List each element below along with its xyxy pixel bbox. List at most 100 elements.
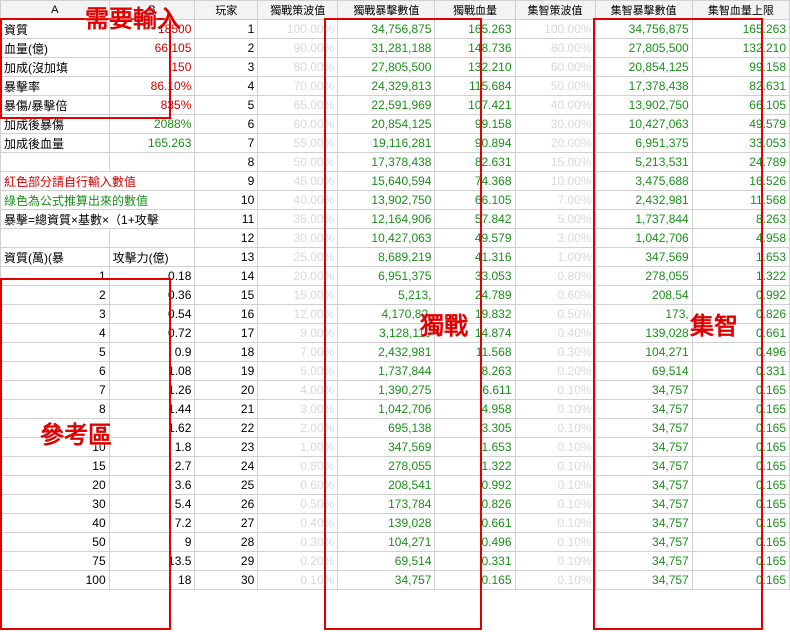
group-ratio[interactable]: 60.00% — [515, 58, 595, 77]
group-ratio[interactable]: 0.10% — [515, 400, 595, 419]
solo-ratio[interactable]: 5.00% — [258, 362, 338, 381]
ref-b[interactable]: 1.08 — [109, 362, 195, 381]
group-crit[interactable]: 34,757 — [595, 552, 692, 571]
group-ratio[interactable]: 30.00% — [515, 115, 595, 134]
player-number[interactable]: 19 — [195, 362, 258, 381]
solo-hp[interactable]: 14.874 — [435, 324, 515, 343]
solo-hp[interactable]: 99.158 — [435, 115, 515, 134]
solo-ratio[interactable]: 15.00% — [258, 286, 338, 305]
group-crit[interactable]: 34,757 — [595, 419, 692, 438]
solo-ratio[interactable]: 60.00% — [258, 115, 338, 134]
derived-label[interactable]: 加成後血量 — [1, 134, 110, 153]
solo-crit[interactable]: 69,514 — [338, 552, 435, 571]
derived-label[interactable]: 加成後暴傷 — [1, 115, 110, 134]
solo-ratio[interactable]: 90.00% — [258, 39, 338, 58]
player-number[interactable]: 13 — [195, 248, 258, 267]
ref-header[interactable]: 攻擊力(億) — [109, 248, 195, 267]
ref-b[interactable]: 0.72 — [109, 324, 195, 343]
player-number[interactable]: 9 — [195, 172, 258, 191]
blank[interactable] — [109, 153, 195, 172]
input-value[interactable]: 66.105 — [109, 39, 195, 58]
group-crit[interactable]: 34,757 — [595, 514, 692, 533]
solo-crit[interactable]: 278,055 — [338, 457, 435, 476]
ref-b[interactable]: 3.6 — [109, 476, 195, 495]
group-hp[interactable]: 0.331 — [692, 362, 789, 381]
group-ratio[interactable]: 0.10% — [515, 514, 595, 533]
player-number[interactable]: 16 — [195, 305, 258, 324]
col-header-b[interactable]: B — [109, 1, 195, 20]
solo-hp[interactable]: 82.631 — [435, 153, 515, 172]
group-ratio[interactable]: 0.10% — [515, 476, 595, 495]
solo-hp[interactable]: 74.368 — [435, 172, 515, 191]
solo-hp[interactable]: 0.826 — [435, 495, 515, 514]
player-number[interactable]: 28 — [195, 533, 258, 552]
input-label[interactable]: 資質 — [1, 20, 110, 39]
ref-a[interactable]: 2 — [1, 286, 110, 305]
input-label[interactable]: 血量(億) — [1, 39, 110, 58]
col-header-c[interactable]: 玩家 — [195, 1, 258, 20]
player-number[interactable]: 18 — [195, 343, 258, 362]
ref-b[interactable]: 0.18 — [109, 267, 195, 286]
group-ratio[interactable]: 0.30% — [515, 343, 595, 362]
group-crit[interactable]: 20,854,125 — [595, 58, 692, 77]
solo-ratio[interactable]: 2.00% — [258, 419, 338, 438]
input-label[interactable]: 加成(沒加填 — [1, 58, 110, 77]
solo-crit[interactable]: 1,737,844 — [338, 362, 435, 381]
solo-ratio[interactable]: 1.00% — [258, 438, 338, 457]
group-ratio[interactable]: 0.10% — [515, 381, 595, 400]
solo-hp[interactable]: 33.053 — [435, 267, 515, 286]
ref-b[interactable]: 13.5 — [109, 552, 195, 571]
note[interactable]: 紅色部分請自行輸入數值 — [1, 172, 195, 191]
solo-hp[interactable]: 11.568 — [435, 343, 515, 362]
player-number[interactable]: 1 — [195, 20, 258, 39]
solo-ratio[interactable]: 35.00% — [258, 210, 338, 229]
group-ratio[interactable]: 5.00% — [515, 210, 595, 229]
group-hp[interactable]: 24.789 — [692, 153, 789, 172]
group-crit[interactable]: 5,213,531 — [595, 153, 692, 172]
ref-a[interactable]: 50 — [1, 533, 110, 552]
group-ratio[interactable]: 0.10% — [515, 533, 595, 552]
input-label[interactable]: 暴擊率 — [1, 77, 110, 96]
solo-hp[interactable]: 0.165 — [435, 571, 515, 590]
ref-b[interactable]: 0.36 — [109, 286, 195, 305]
solo-hp[interactable]: 6.611 — [435, 381, 515, 400]
group-crit[interactable]: 6,951,375 — [595, 134, 692, 153]
group-hp[interactable]: 11.568 — [692, 191, 789, 210]
solo-ratio[interactable]: 70.00% — [258, 77, 338, 96]
group-crit[interactable]: 34,756,875 — [595, 20, 692, 39]
group-crit[interactable]: 139,028 — [595, 324, 692, 343]
player-number[interactable]: 3 — [195, 58, 258, 77]
solo-ratio[interactable]: 4.00% — [258, 381, 338, 400]
solo-ratio[interactable]: 50.00% — [258, 153, 338, 172]
group-ratio[interactable]: 0.40% — [515, 324, 595, 343]
group-hp[interactable]: 0.165 — [692, 552, 789, 571]
solo-hp[interactable]: 49.579 — [435, 229, 515, 248]
group-hp[interactable]: 4.958 — [692, 229, 789, 248]
solo-hp[interactable]: 41.316 — [435, 248, 515, 267]
group-crit[interactable]: 10,427,063 — [595, 115, 692, 134]
group-crit[interactable]: 34,757 — [595, 571, 692, 590]
group-crit[interactable]: 3,475,688 — [595, 172, 692, 191]
ref-a[interactable]: 10 — [1, 438, 110, 457]
solo-crit[interactable]: 695,138 — [338, 419, 435, 438]
group-hp[interactable]: 0.165 — [692, 438, 789, 457]
solo-hp[interactable]: 165.263 — [435, 20, 515, 39]
solo-hp[interactable]: 3.305 — [435, 419, 515, 438]
group-ratio[interactable]: 0.10% — [515, 552, 595, 571]
group-ratio[interactable]: 3.00% — [515, 229, 595, 248]
group-hp[interactable]: 0.661 — [692, 324, 789, 343]
player-number[interactable]: 8 — [195, 153, 258, 172]
solo-hp[interactable]: 107.421 — [435, 96, 515, 115]
player-number[interactable]: 2 — [195, 39, 258, 58]
group-hp[interactable]: 0.165 — [692, 533, 789, 552]
group-crit[interactable]: 34,757 — [595, 457, 692, 476]
solo-ratio[interactable]: 0.40% — [258, 514, 338, 533]
group-hp[interactable]: 99.158 — [692, 58, 789, 77]
ref-b[interactable]: 0.9 — [109, 343, 195, 362]
group-crit[interactable]: 2,432,981 — [595, 191, 692, 210]
solo-crit[interactable]: 2,432,981 — [338, 343, 435, 362]
solo-crit[interactable]: 34,757 — [338, 571, 435, 590]
group-hp[interactable]: 0.826 — [692, 305, 789, 324]
group-ratio[interactable]: 0.60% — [515, 286, 595, 305]
derived-value[interactable]: 2088% — [109, 115, 195, 134]
